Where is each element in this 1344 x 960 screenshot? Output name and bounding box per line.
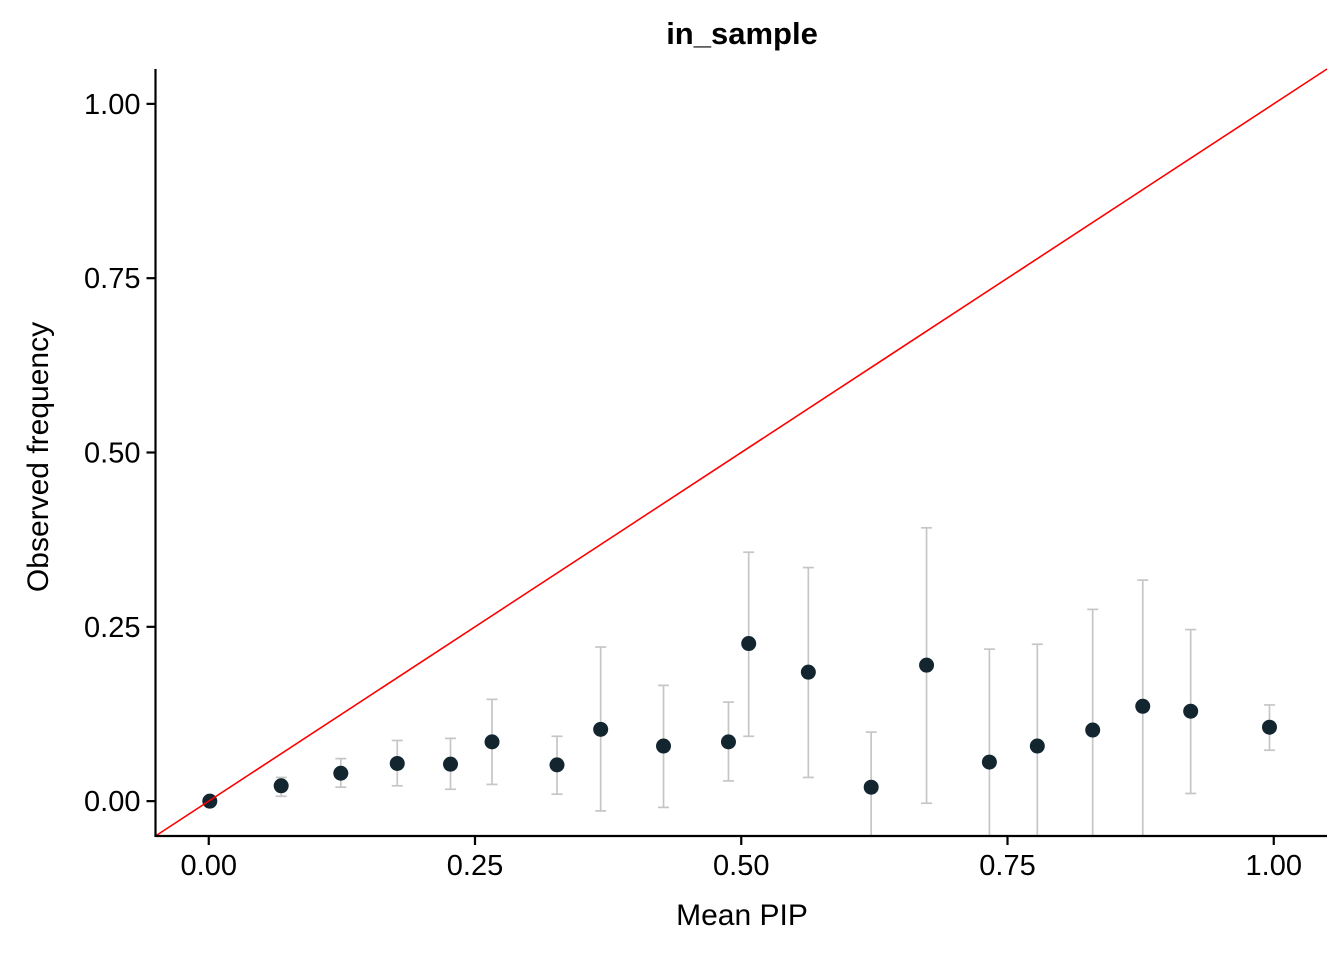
x-tick-label: 1.00: [1246, 850, 1302, 882]
data-point: [333, 765, 349, 781]
data-point: [549, 757, 565, 773]
data-point: [800, 664, 816, 680]
y-tick-label: 1.00: [84, 89, 140, 121]
data-point: [1261, 719, 1277, 735]
identity-line: [155, 68, 1328, 837]
data-point: [741, 636, 757, 652]
data-point: [863, 779, 879, 795]
x-tick-label: 0.00: [181, 850, 237, 882]
data-point: [1085, 722, 1101, 738]
y-tick-label: 0.00: [84, 786, 140, 818]
data-point: [919, 657, 935, 673]
data-point: [484, 734, 500, 750]
data-point: [1183, 703, 1199, 719]
y-tick-label: 0.25: [84, 612, 140, 644]
y-tick-label: 0.50: [84, 438, 140, 470]
data-point: [656, 738, 672, 754]
data-point: [981, 754, 997, 770]
x-tick-label: 0.25: [447, 850, 503, 882]
x-tick-label: 0.75: [979, 850, 1035, 882]
x-tick-label: 0.50: [713, 850, 769, 882]
data-point: [720, 734, 736, 750]
data-point: [443, 756, 459, 772]
data-point: [273, 778, 289, 794]
data-point: [593, 721, 609, 737]
y-tick-label: 0.75: [84, 263, 140, 295]
data-point: [389, 755, 405, 771]
data-point: [1029, 738, 1045, 754]
plot-title: in_sample: [666, 16, 818, 51]
data-point: [1135, 698, 1151, 714]
x-axis-label: Mean PIP: [676, 899, 808, 932]
